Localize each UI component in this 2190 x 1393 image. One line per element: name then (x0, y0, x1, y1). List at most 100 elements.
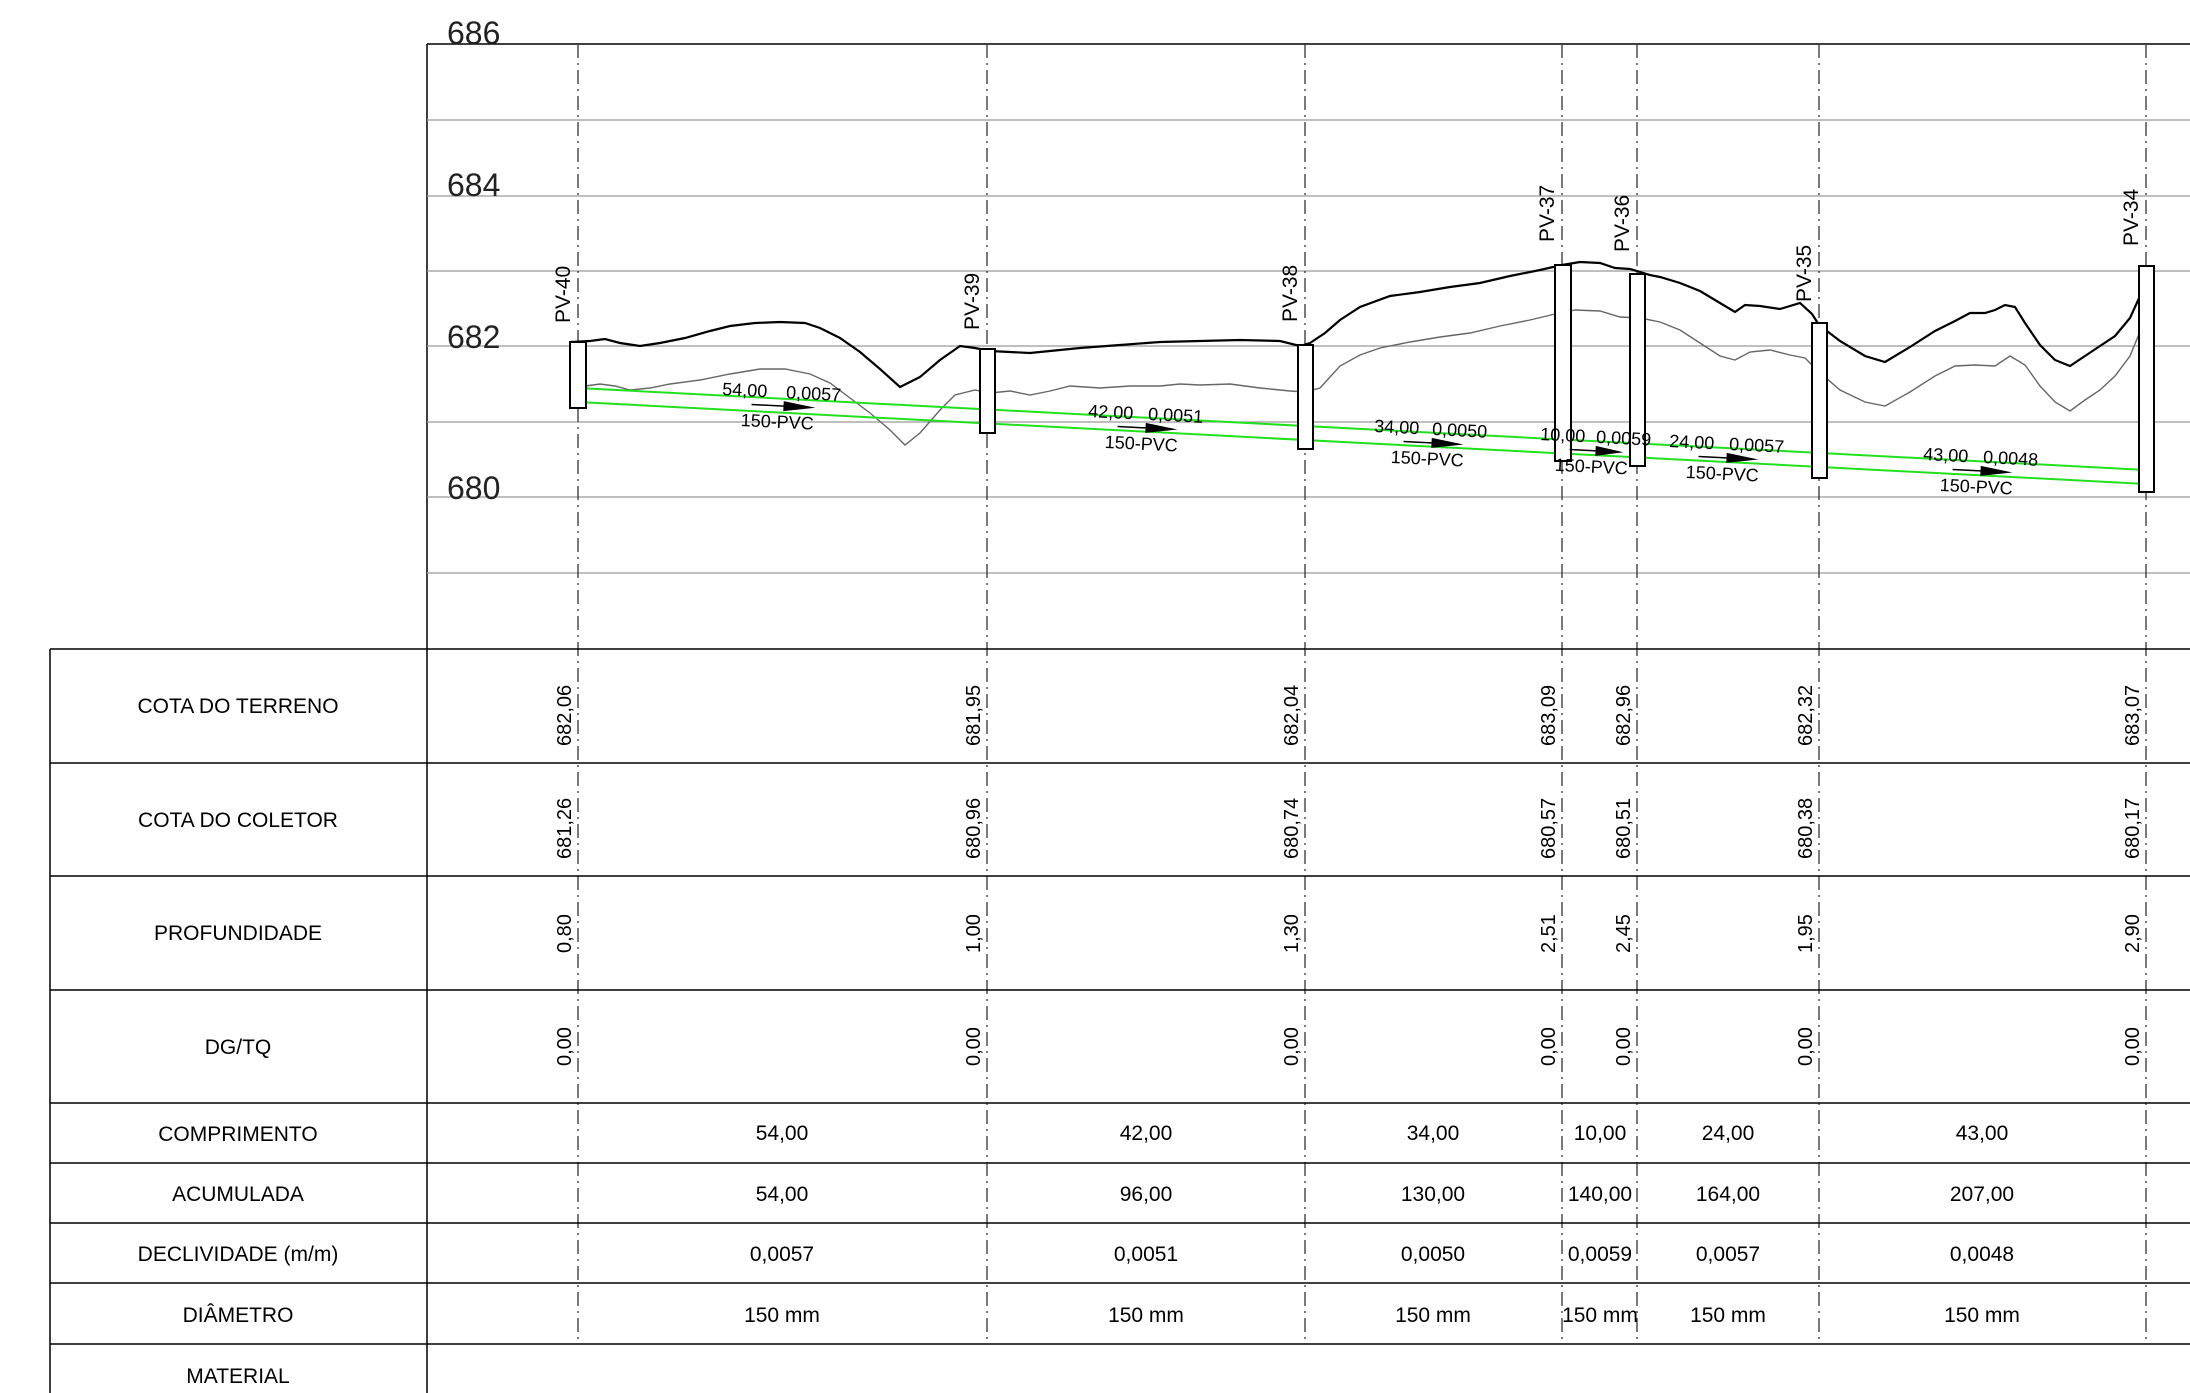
row-label-cota-coletor: COTA DO COLETOR (138, 809, 338, 832)
flow-arrow-icon (1595, 445, 1624, 456)
segment-length: 10,00 (1540, 424, 1586, 446)
dgtq-value: 0,00 (554, 1027, 576, 1066)
segment-pipe: 150-PVC (1685, 462, 1759, 486)
segment-tag: 42,00 0,0051 150-PVC (1088, 401, 1204, 456)
cota-coletor-value: 681,26 (554, 798, 576, 859)
cota-coletor-value: 680,74 (1281, 798, 1303, 859)
segment-pipe: 150-PVC (1390, 447, 1464, 471)
acumulada-value: 96,00 (1120, 1183, 1173, 1206)
dgtq-values: 0,00 0,00 0,00 0,00 0,00 0,00 0,00 (554, 1027, 2144, 1066)
cota-coletor-value: 680,51 (1613, 798, 1635, 859)
declividade-values: 0,0057 0,0051 0,0050 0,0059 0,0057 0,004… (750, 1243, 2014, 1266)
pv-label: PV-38 (1279, 265, 1302, 322)
segment-length: 43,00 (1923, 444, 1969, 466)
cota-coletor-value: 680,38 (1795, 798, 1817, 859)
dgtq-value: 0,00 (2122, 1027, 2144, 1066)
acumulada-value: 207,00 (1950, 1183, 2014, 1206)
cota-coletor-values: 681,26 680,96 680,74 680,57 680,51 680,3… (554, 798, 2144, 859)
row-label-acumulada: ACUMULADA (172, 1183, 304, 1206)
comprimento-value: 42,00 (1120, 1122, 1173, 1145)
cota-terreno-value: 682,96 (1613, 685, 1635, 746)
declividade-value: 0,0051 (1114, 1243, 1178, 1266)
profundidade-values: 0,80 1,00 1,30 2,51 2,45 1,95 2,90 (554, 914, 2144, 953)
diametro-value: 150 mm (1108, 1304, 1184, 1327)
declividade-value: 0,0050 (1401, 1243, 1465, 1266)
pv-labels: PV-40 PV-39 PV-38 PV-37 PV-36 PV-35 PV-3… (552, 185, 2143, 330)
comprimento-value: 24,00 (1702, 1122, 1755, 1145)
row-labels: COTA DO TERRENO COTA DO COLETOR PROFUNDI… (137, 695, 338, 1388)
manhole-pv-38 (1297, 344, 1314, 450)
segment-slope: 0,0057 (786, 382, 842, 405)
flow-arrow-icon (783, 401, 816, 412)
manhole-pv-35 (1811, 322, 1828, 479)
dgtq-value: 0,00 (1281, 1027, 1303, 1066)
pv-label: PV-34 (2120, 188, 2143, 246)
segment-slope: 0,0050 (1432, 419, 1488, 442)
comprimento-value: 10,00 (1574, 1122, 1627, 1145)
segment-length: 34,00 (1374, 416, 1420, 438)
segment-tag: 10,00 0,0059 150-PVC (1540, 424, 1652, 479)
segment-pipe: 150-PVC (1554, 455, 1628, 479)
flow-arrow-icon (1145, 422, 1178, 433)
row-label-dgtq: DG/TQ (205, 1036, 272, 1059)
segment-tag: 54,00 0,0057 150-PVC (722, 379, 842, 434)
manhole-pv-40 (569, 341, 587, 409)
pv-axis-lines (577, 44, 2147, 1342)
diametro-values: 150 mm 150 mm 150 mm 150 mm 150 mm 150 m… (744, 1304, 2020, 1327)
cota-terreno-value: 683,07 (2122, 685, 2144, 746)
comprimento-value: 54,00 (756, 1122, 809, 1145)
segment-slope: 0,0051 (1148, 404, 1204, 427)
cota-coletor-value: 680,57 (1538, 798, 1560, 859)
profundidade-value: 1,30 (1281, 914, 1303, 953)
comprimento-values: 54,00 42,00 34,00 10,00 24,00 43,00 (756, 1122, 2009, 1145)
pv-label: PV-35 (1793, 245, 1816, 302)
cota-coletor-value: 680,96 (963, 798, 985, 859)
profundidade-value: 2,90 (2122, 914, 2144, 953)
flow-arrow-icon (1980, 465, 2013, 476)
collector-pipe (577, 387, 2147, 485)
cota-terreno-value: 682,06 (554, 685, 576, 746)
cota-terreno-values: 682,06 681,95 682,04 683,09 682,96 682,3… (554, 685, 2144, 746)
diametro-value: 150 mm (1690, 1304, 1766, 1327)
declividade-value: 0,0057 (1696, 1243, 1760, 1266)
segment-tag: 43,00 0,0048 150-PVC (1923, 444, 2039, 499)
segment-slope: 0,0057 (1729, 434, 1785, 457)
comprimento-value: 34,00 (1407, 1122, 1460, 1145)
pv-label: PV-36 (1611, 195, 1634, 252)
dgtq-value: 0,00 (963, 1027, 985, 1066)
row-label-profundidade: PROFUNDIDADE (154, 922, 322, 945)
dgtq-value: 0,00 (1538, 1027, 1560, 1066)
profundidade-value: 2,45 (1613, 914, 1635, 953)
diametro-value: 150 mm (1944, 1304, 2020, 1327)
segment-slope: 0,0048 (1983, 447, 2039, 470)
profundidade-value: 0,80 (554, 914, 576, 953)
elevation-labels: 686 684 682 680 (447, 15, 500, 506)
declividade-value: 0,0048 (1950, 1243, 2014, 1266)
acumulada-value: 164,00 (1696, 1183, 1760, 1206)
elevation-label: 684 (447, 167, 500, 203)
flow-arrow-icon (1431, 437, 1464, 448)
cota-terreno-value: 681,95 (963, 685, 985, 746)
segment-length: 42,00 (1088, 401, 1134, 423)
acumulada-values: 54,00 96,00 130,00 140,00 164,00 207,00 (756, 1183, 2014, 1206)
segment-pipe: 150-PVC (740, 410, 814, 434)
profile-frame (426, 43, 2190, 1393)
cota-terreno-value: 682,32 (1795, 685, 1817, 746)
elevation-label: 686 (447, 15, 500, 51)
pv-label: PV-40 (552, 266, 575, 323)
pv-label: PV-37 (1536, 185, 1559, 242)
row-label-diametro: DIÂMETRO (183, 1304, 294, 1327)
segment-tags: 54,00 0,0057 150-PVC 42,00 0,0051 150-PV… (722, 379, 2039, 499)
segment-length: 24,00 (1669, 431, 1715, 453)
natural-ground-profile (577, 309, 2147, 446)
cota-terreno-value: 682,04 (1281, 685, 1303, 746)
row-label-comprimento: COMPRIMENTO (158, 1123, 317, 1146)
manholes (569, 264, 2155, 493)
segment-length: 54,00 (722, 379, 768, 401)
profundidade-value: 2,51 (1538, 914, 1560, 953)
comprimento-value: 43,00 (1956, 1122, 2009, 1145)
segment-slope: 0,0059 (1596, 427, 1652, 450)
terrain-profile (570, 260, 2148, 389)
cota-coletor-value: 680,17 (2122, 798, 2144, 859)
